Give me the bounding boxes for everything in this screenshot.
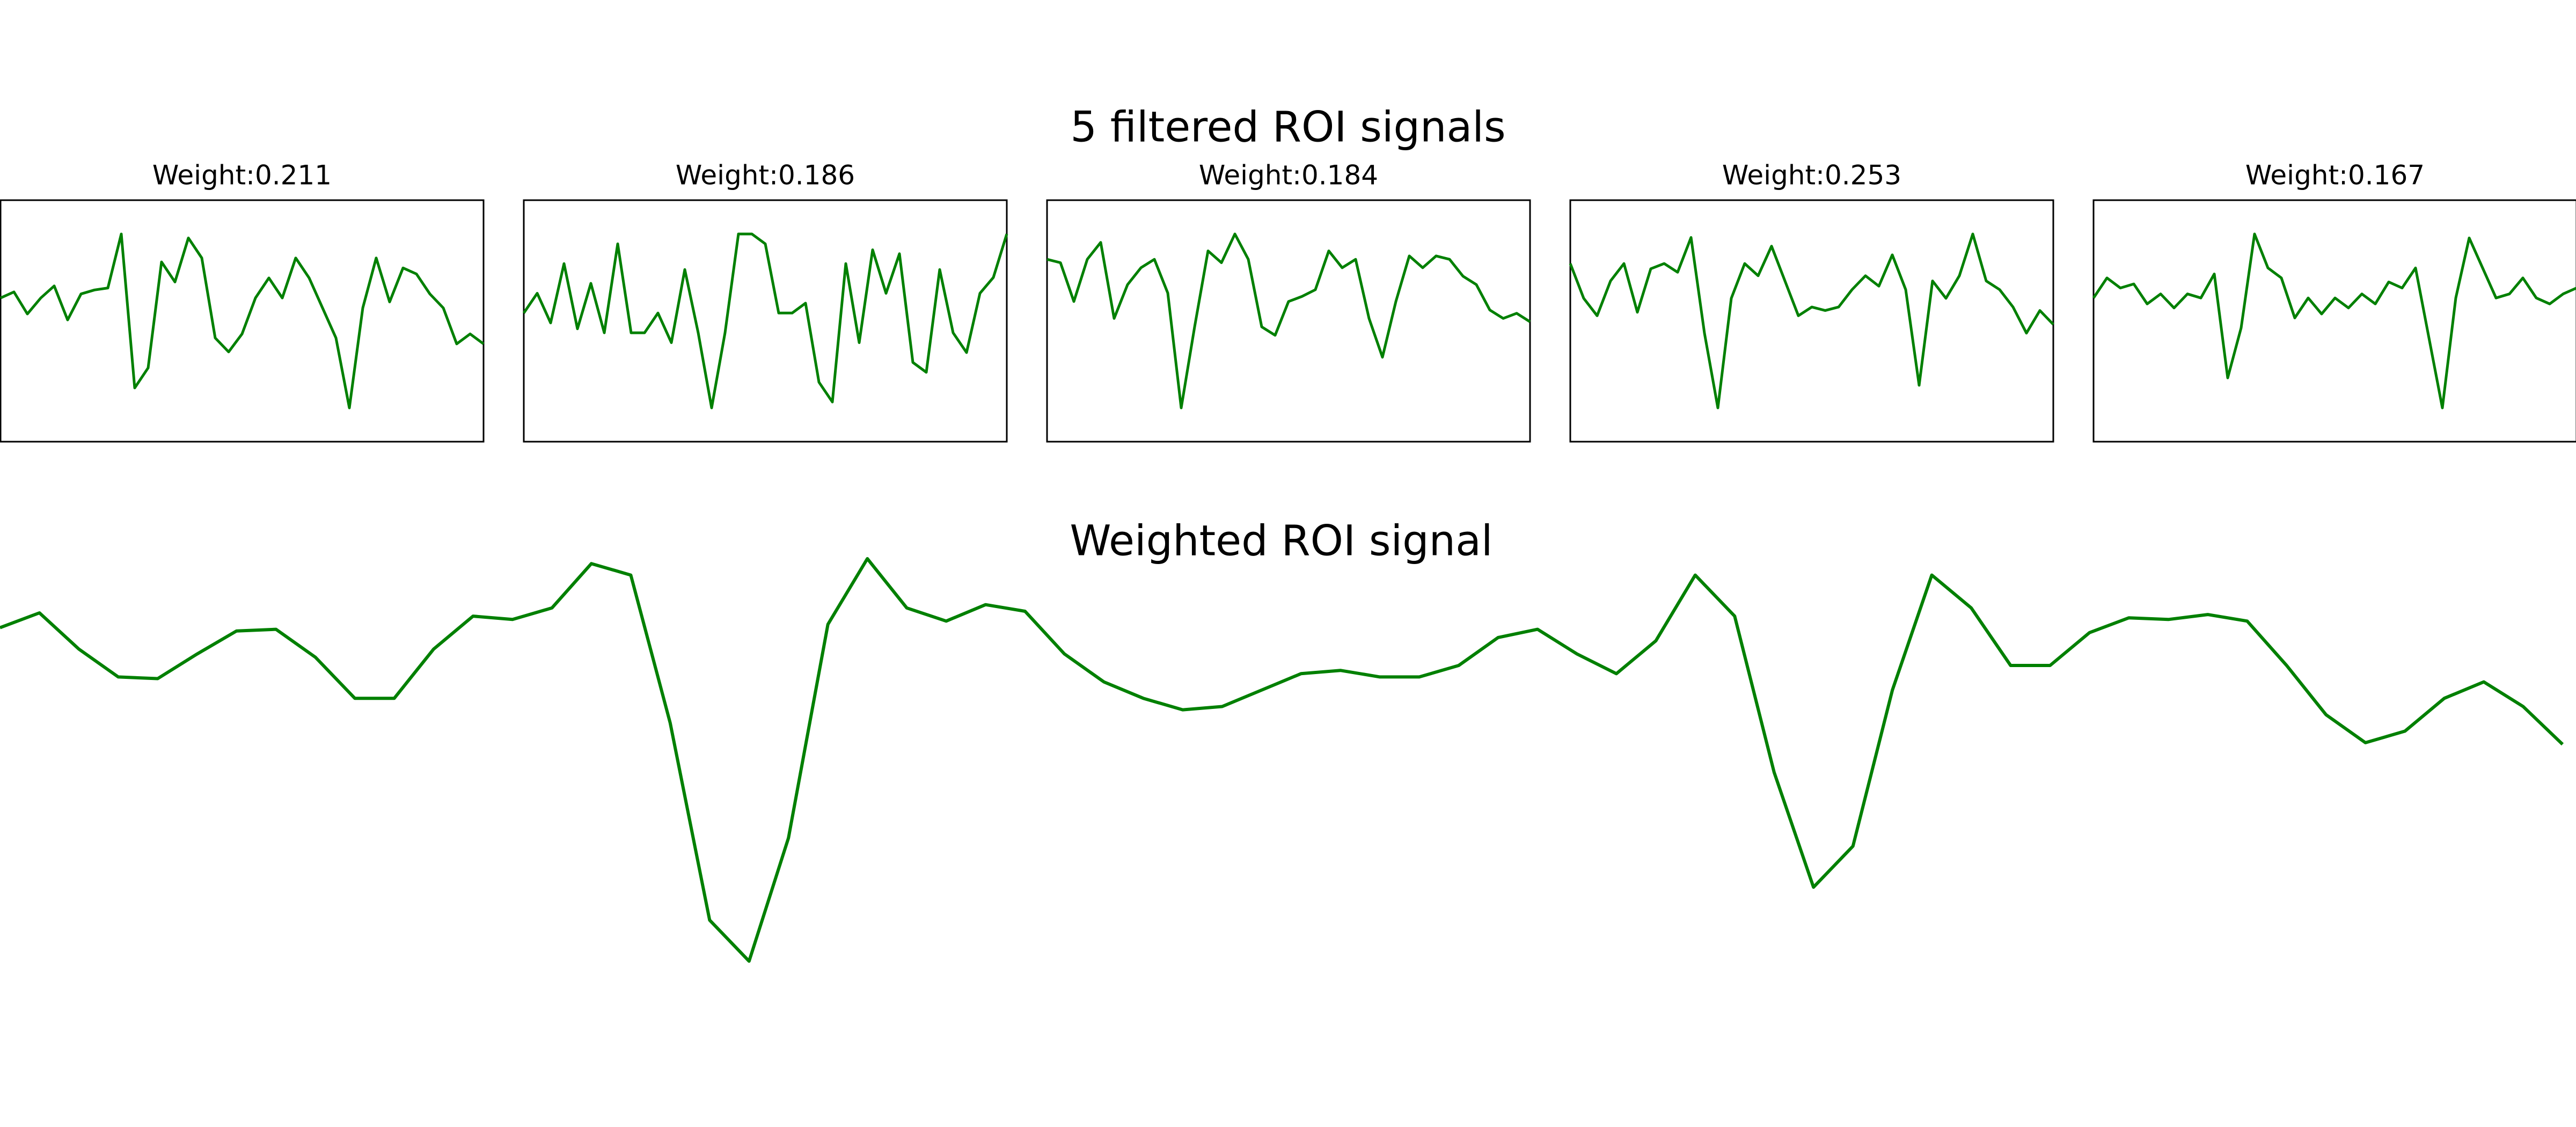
signal-line xyxy=(522,232,1008,409)
signal-line xyxy=(1046,232,1531,409)
plot-frame xyxy=(1569,199,2054,443)
signal-line xyxy=(1569,232,2054,409)
plot-frame xyxy=(0,199,485,443)
chart-title: Weight:0.184 xyxy=(1199,160,1378,191)
figure-title: 5 filtered ROI signals xyxy=(1070,103,1505,151)
chart-title: Weight:0.211 xyxy=(152,160,332,191)
signal-line xyxy=(0,557,2564,963)
chart-title: Weighted ROI signal xyxy=(1070,517,1492,565)
plot-frame xyxy=(1046,199,1531,443)
signal-line xyxy=(2092,232,2576,409)
signal-line xyxy=(0,232,485,409)
plot-frame xyxy=(2092,199,2576,443)
plot-frame xyxy=(523,199,1008,443)
chart-title: Weight:0.253 xyxy=(1722,160,1901,191)
chart-title: Weight:0.186 xyxy=(676,160,855,191)
chart-title: Weight:0.167 xyxy=(2245,160,2425,191)
